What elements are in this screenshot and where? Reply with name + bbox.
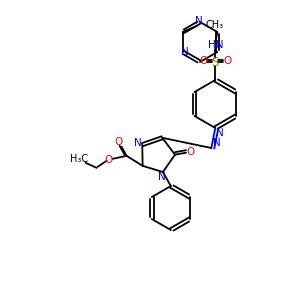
Text: N: N xyxy=(158,172,166,182)
Text: O: O xyxy=(199,56,207,66)
Text: N: N xyxy=(181,47,189,57)
Text: N: N xyxy=(195,16,203,26)
Text: S: S xyxy=(212,56,219,68)
Text: O: O xyxy=(223,56,231,66)
Text: N: N xyxy=(213,138,221,148)
Text: O: O xyxy=(104,155,113,165)
Text: HN: HN xyxy=(208,40,223,50)
Text: N: N xyxy=(216,128,224,138)
Text: N: N xyxy=(134,138,142,148)
Text: O: O xyxy=(115,137,123,147)
Text: CH₃: CH₃ xyxy=(206,20,224,30)
Text: O: O xyxy=(187,147,195,157)
Text: H₃C: H₃C xyxy=(70,154,88,164)
